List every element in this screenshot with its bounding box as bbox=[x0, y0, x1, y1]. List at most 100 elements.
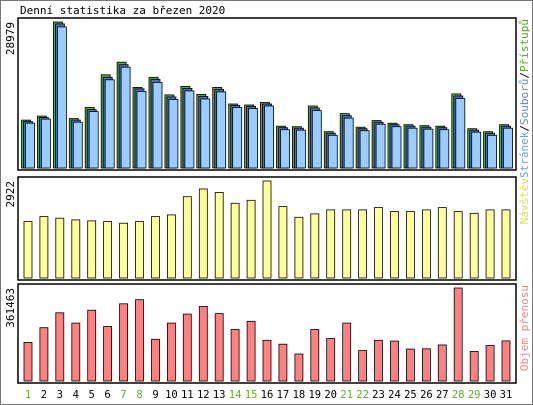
x-axis-labels: 1 2 3 4 5 6 7 8 9 10 11 12 13 14 15 16 17 18 19 20 21 22 23 24 2… bbox=[25, 389, 512, 401]
panel-max-label: 2922 bbox=[4, 181, 17, 208]
bar bbox=[230, 202, 240, 279]
bar bbox=[326, 209, 336, 279]
x-tick-label: 21 bbox=[340, 389, 353, 401]
bar bbox=[182, 196, 192, 279]
bar bbox=[390, 340, 399, 382]
bar bbox=[214, 313, 224, 382]
bar bbox=[248, 108, 259, 169]
x-tick-label: 6 bbox=[104, 389, 110, 401]
bar bbox=[407, 127, 418, 169]
bar bbox=[405, 211, 415, 279]
bar bbox=[437, 207, 447, 279]
bar bbox=[166, 322, 176, 382]
x-tick-label: 16 bbox=[261, 389, 274, 401]
x-tick-label: 15 bbox=[245, 389, 258, 401]
bar bbox=[152, 82, 163, 169]
bar bbox=[88, 111, 99, 169]
bar bbox=[390, 211, 399, 279]
bar bbox=[310, 329, 320, 382]
bar bbox=[55, 217, 65, 279]
panel-visits: 2922 Návštěv bbox=[4, 176, 531, 281]
bar bbox=[421, 348, 431, 382]
bar bbox=[485, 345, 495, 382]
x-tick-label: 14 bbox=[229, 389, 242, 401]
x-tick-label: 12 bbox=[197, 389, 210, 401]
bar bbox=[262, 180, 272, 279]
bar bbox=[232, 107, 243, 169]
bar bbox=[487, 134, 498, 169]
bar bbox=[103, 221, 112, 279]
bar bbox=[359, 130, 370, 169]
bar bbox=[120, 66, 131, 169]
bar bbox=[374, 207, 383, 279]
legend-entry: Stránek bbox=[518, 131, 531, 178]
bar bbox=[182, 313, 192, 382]
x-tick-label: 7 bbox=[120, 389, 126, 401]
bar bbox=[166, 214, 176, 279]
bar bbox=[262, 339, 272, 382]
bar bbox=[184, 90, 195, 169]
bar bbox=[246, 199, 256, 279]
bar bbox=[87, 309, 97, 382]
bar bbox=[342, 209, 352, 279]
x-tick-label: 19 bbox=[308, 389, 321, 401]
legend-entry: Objem přenosu bbox=[518, 285, 531, 371]
x-tick-label: 9 bbox=[152, 389, 158, 401]
bar bbox=[501, 209, 511, 279]
bar bbox=[119, 303, 128, 382]
bar bbox=[104, 79, 115, 169]
bar bbox=[326, 338, 336, 382]
bar bbox=[503, 127, 514, 169]
bar bbox=[264, 105, 274, 169]
bar bbox=[136, 91, 147, 169]
bar bbox=[230, 329, 240, 382]
panel-side-legend: Stránek/Souborů/Přístupů bbox=[518, 19, 531, 178]
bar bbox=[294, 353, 304, 382]
bar bbox=[71, 219, 81, 279]
bar bbox=[501, 340, 511, 382]
bar bbox=[216, 91, 227, 169]
bar bbox=[423, 128, 434, 169]
x-tick-label: 24 bbox=[388, 389, 401, 401]
bar bbox=[214, 191, 224, 279]
bar bbox=[469, 212, 479, 279]
x-tick-label: 29 bbox=[468, 389, 481, 401]
bar bbox=[485, 209, 495, 279]
legend-entry: Přístupů bbox=[518, 19, 531, 72]
bar bbox=[311, 110, 322, 169]
x-tick-label: 5 bbox=[89, 389, 95, 401]
bar bbox=[23, 341, 33, 382]
x-tick-label: 25 bbox=[404, 389, 417, 401]
x-tick-label: 22 bbox=[356, 389, 369, 401]
bar bbox=[57, 26, 67, 169]
bar bbox=[200, 98, 211, 169]
x-tick-label: 18 bbox=[293, 389, 306, 401]
legend-entry: Návštěv bbox=[518, 178, 531, 225]
bar bbox=[246, 320, 256, 382]
x-tick-label: 23 bbox=[372, 389, 385, 401]
panel-max-label: 361463 bbox=[4, 288, 17, 328]
x-tick-label: 30 bbox=[484, 389, 497, 401]
bar bbox=[280, 129, 290, 169]
legend-entry: / bbox=[518, 125, 531, 132]
bar bbox=[23, 221, 33, 279]
bar bbox=[198, 305, 208, 382]
bar bbox=[343, 117, 354, 169]
bar bbox=[135, 221, 144, 279]
bar bbox=[455, 98, 466, 169]
bar bbox=[87, 220, 97, 279]
bar bbox=[327, 134, 338, 169]
bar bbox=[391, 126, 402, 169]
x-tick-label: 26 bbox=[420, 389, 433, 401]
legend-entry: Souborů bbox=[518, 79, 531, 125]
x-tick-label: 28 bbox=[452, 389, 465, 401]
x-tick-label: 4 bbox=[73, 389, 79, 401]
panel-side-legend: Návštěv bbox=[518, 178, 531, 225]
bar bbox=[278, 343, 288, 382]
chart-title: Denní statistika za březen 2020 bbox=[20, 4, 225, 17]
x-tick-label: 17 bbox=[277, 389, 290, 401]
x-tick-label: 8 bbox=[136, 389, 142, 401]
x-tick-label: 10 bbox=[165, 389, 178, 401]
x-tick-label: 11 bbox=[181, 389, 194, 401]
